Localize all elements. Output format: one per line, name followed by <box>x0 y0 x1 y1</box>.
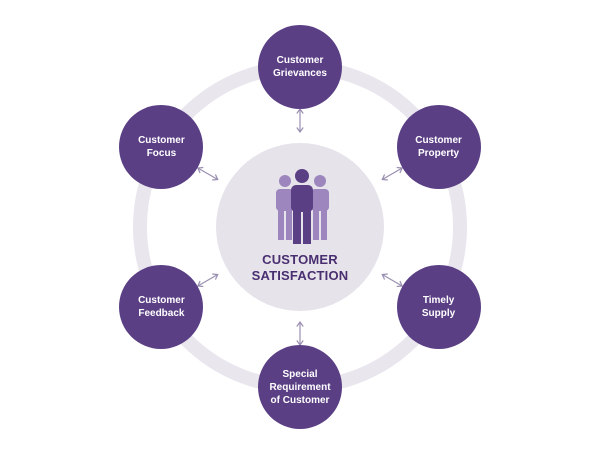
center-title: CUSTOMER SATISFACTION <box>251 252 349 283</box>
node-label: Special Requirement of Customer <box>269 368 331 406</box>
node-label: Timely Supply <box>421 295 456 319</box>
node-0: Customer Grievances <box>258 25 342 109</box>
node-label: Customer Feedback <box>138 295 185 319</box>
node-label: Customer Focus <box>138 135 185 159</box>
double-arrow-icon <box>196 166 219 181</box>
node-5: Customer Focus <box>119 105 204 189</box>
node-label: Customer Property <box>415 135 462 159</box>
node-4: Customer Feedback <box>119 265 204 349</box>
node-label: Customer Grievances <box>273 55 327 79</box>
connector-arrows <box>196 107 404 347</box>
node-1: Customer Property <box>396 105 481 189</box>
double-arrow-icon <box>296 320 304 347</box>
double-arrow-icon <box>381 166 404 181</box>
double-arrow-icon <box>296 107 304 134</box>
node-2: Timely Supply <box>396 265 481 349</box>
double-arrow-icon <box>196 273 219 288</box>
double-arrow-icon <box>381 273 404 288</box>
node-3: Special Requirement of Customer <box>258 345 342 429</box>
people-group-icon <box>276 169 329 244</box>
